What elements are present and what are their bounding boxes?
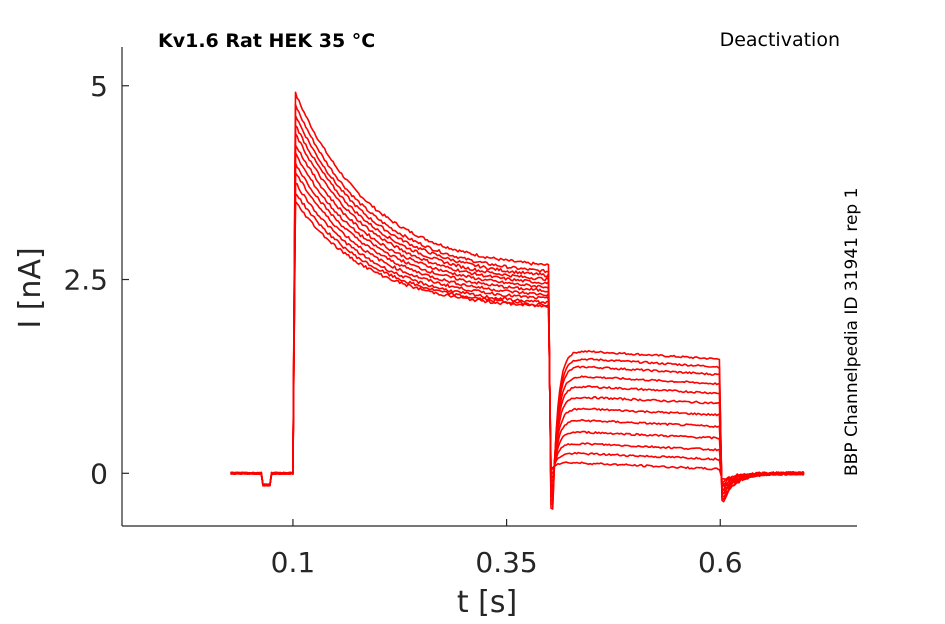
ticks: 0.1 0.35 0.6 0 2.5 5 <box>63 70 742 579</box>
current-trace-9 <box>230 172 805 487</box>
x-tick-label: 0.35 <box>475 546 537 579</box>
x-tick-label: 0.1 <box>271 546 316 579</box>
y-tick-label: 5 <box>90 70 108 103</box>
y-tick-label: 2.5 <box>63 264 108 297</box>
current-trace-6 <box>230 144 805 492</box>
axes <box>121 47 857 527</box>
y-axis-label: I [nA] <box>13 247 48 328</box>
chart-title: Kv1.6 Rat HEK 35 °C <box>158 30 375 52</box>
chart-subtitle: Deactivation <box>720 29 840 51</box>
x-axis-label: t [s] <box>457 585 517 620</box>
current-trace-3 <box>230 114 805 502</box>
current-trace-1 <box>230 91 805 510</box>
x-tick-label: 0.6 <box>698 546 743 579</box>
current-trace-8 <box>230 162 805 488</box>
current-trace-5 <box>230 133 805 495</box>
side-label: BBP Channelpedia ID 31941 rep 1 <box>842 188 862 476</box>
current-trace-4 <box>230 124 805 498</box>
y-tick-label: 0 <box>90 457 108 490</box>
current-trace-12 <box>230 200 805 487</box>
current-trace-7 <box>230 152 805 491</box>
current-trace-10 <box>230 182 805 487</box>
current-traces <box>230 91 805 510</box>
current-trace-2 <box>230 103 805 506</box>
current-trace-11 <box>230 192 805 487</box>
